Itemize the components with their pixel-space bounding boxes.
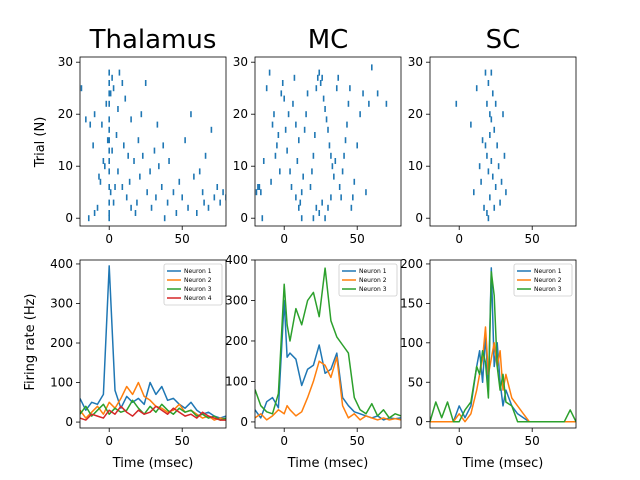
y-tick-label: 0 <box>240 415 248 429</box>
x-axis-label-sc: Time (msec) <box>462 456 544 471</box>
x-tick-label: 0 <box>455 232 463 246</box>
y-tick-label: 20 <box>233 107 248 121</box>
y-tick-label: 0 <box>415 415 423 429</box>
axes-frame <box>429 56 577 227</box>
axes-rate-sc: 0 50 0 50 100 150 200 Neuron 1 Neuron 2 Neuron 3 <box>400 257 577 448</box>
y-tick-label: 0 <box>65 211 73 225</box>
axes-raster-thalamus: 0 50 0 10 20 30 <box>58 55 227 246</box>
rate-y-axis-label: Firing rate (Hz) <box>23 293 38 390</box>
axes-rate-mc: 0 50 0 100 200 300 400 Neuron 1 Neuron 2 Neuron 3 <box>225 253 402 448</box>
x-tick-label: 0 <box>105 232 113 246</box>
x-tick-label: 50 <box>350 434 365 448</box>
y-tick-label: 20 <box>408 107 423 121</box>
series-line <box>430 271 576 423</box>
y-tick-label: 200 <box>50 336 73 350</box>
plot-raster-thalamus <box>80 69 226 222</box>
y-tick-label: 10 <box>233 159 248 173</box>
y-tick-label: 150 <box>400 296 423 310</box>
legend: Neuron 1 Neuron 2 Neuron 3 <box>338 263 398 297</box>
y-tick-label: 10 <box>58 159 73 173</box>
series-line <box>80 405 226 421</box>
legend-label: Neuron 1 <box>184 268 212 275</box>
legend-label: Neuron 3 <box>184 286 212 293</box>
legend-label: Neuron 2 <box>359 277 387 284</box>
axes-frame <box>254 259 402 429</box>
series-line <box>255 299 401 421</box>
legend-label: Neuron 1 <box>534 268 562 275</box>
x-tick-label: 50 <box>350 232 365 246</box>
legend: Neuron 1 Neuron 2 Neuron 3 Neuron 4 <box>163 263 223 306</box>
y-tick-label: 400 <box>50 257 73 271</box>
y-tick-label: 200 <box>225 334 248 348</box>
y-tick-label: 100 <box>225 374 248 388</box>
title-mc: MC <box>308 25 349 55</box>
plot-rate-thalamus <box>80 265 226 421</box>
x-axis-label-thalamus: Time (msec) <box>112 456 194 471</box>
x-tick-label: 0 <box>280 232 288 246</box>
y-tick-label: 200 <box>400 257 423 271</box>
y-tick-label: 50 <box>408 375 423 389</box>
legend-label: Neuron 2 <box>534 277 562 284</box>
y-tick-label: 0 <box>415 211 423 225</box>
axes-rate-thalamus: 0 50 0 100 200 300 400 Neuron 1 Neuron 2 Neuron 3… <box>50 257 227 448</box>
legend: Neuron 1 Neuron 2 Neuron 3 <box>513 263 573 297</box>
legend-box <box>163 263 223 306</box>
y-tick-label: 400 <box>225 253 248 267</box>
axes-frame <box>79 259 227 429</box>
plot-raster-mc <box>255 64 388 222</box>
plot-rate-sc <box>430 267 576 423</box>
axes-frame <box>254 56 402 227</box>
y-tick-label: 30 <box>408 55 423 69</box>
legend-label: Neuron 1 <box>359 268 387 275</box>
axes-raster-sc: 0 50 0 10 20 30 <box>408 55 577 246</box>
y-tick-label: 100 <box>400 336 423 350</box>
title-thalamus: Thalamus <box>89 25 217 55</box>
legend-label: Neuron 3 <box>534 286 562 293</box>
axes-frame <box>79 56 227 227</box>
x-tick-label: 0 <box>455 434 463 448</box>
y-tick-label: 100 <box>50 376 73 390</box>
y-tick-label: 30 <box>58 55 73 69</box>
y-tick-label: 300 <box>50 296 73 310</box>
x-tick-label: 50 <box>525 434 540 448</box>
legend-label: Neuron 3 <box>359 286 387 293</box>
y-tick-label: 0 <box>240 211 248 225</box>
y-tick-label: 300 <box>225 293 248 307</box>
legend-label: Neuron 4 <box>184 295 212 302</box>
legend-label: Neuron 2 <box>184 277 212 284</box>
plot-rate-mc <box>255 267 401 421</box>
raster-y-axis-label: Trial (N) <box>33 117 48 169</box>
x-tick-label: 0 <box>105 434 113 448</box>
plot-raster-sc <box>455 69 507 222</box>
legend-box <box>338 263 398 297</box>
series-line <box>80 381 226 421</box>
legend-box <box>513 263 573 297</box>
series-line <box>255 356 401 421</box>
x-tick-label: 50 <box>175 434 190 448</box>
axes-raster-mc: 0 50 0 10 20 30 <box>233 55 402 246</box>
title-sc: SC <box>486 25 521 55</box>
y-tick-label: 0 <box>65 415 73 429</box>
x-tick-label: 0 <box>280 434 288 448</box>
y-tick-label: 30 <box>233 55 248 69</box>
y-tick-label: 10 <box>408 159 423 173</box>
axes-frame <box>429 259 577 429</box>
x-tick-label: 50 <box>525 232 540 246</box>
series-line <box>255 267 401 419</box>
x-axis-label-mc: Time (msec) <box>287 456 369 471</box>
x-tick-label: 50 <box>175 232 190 246</box>
y-tick-label: 20 <box>58 107 73 121</box>
